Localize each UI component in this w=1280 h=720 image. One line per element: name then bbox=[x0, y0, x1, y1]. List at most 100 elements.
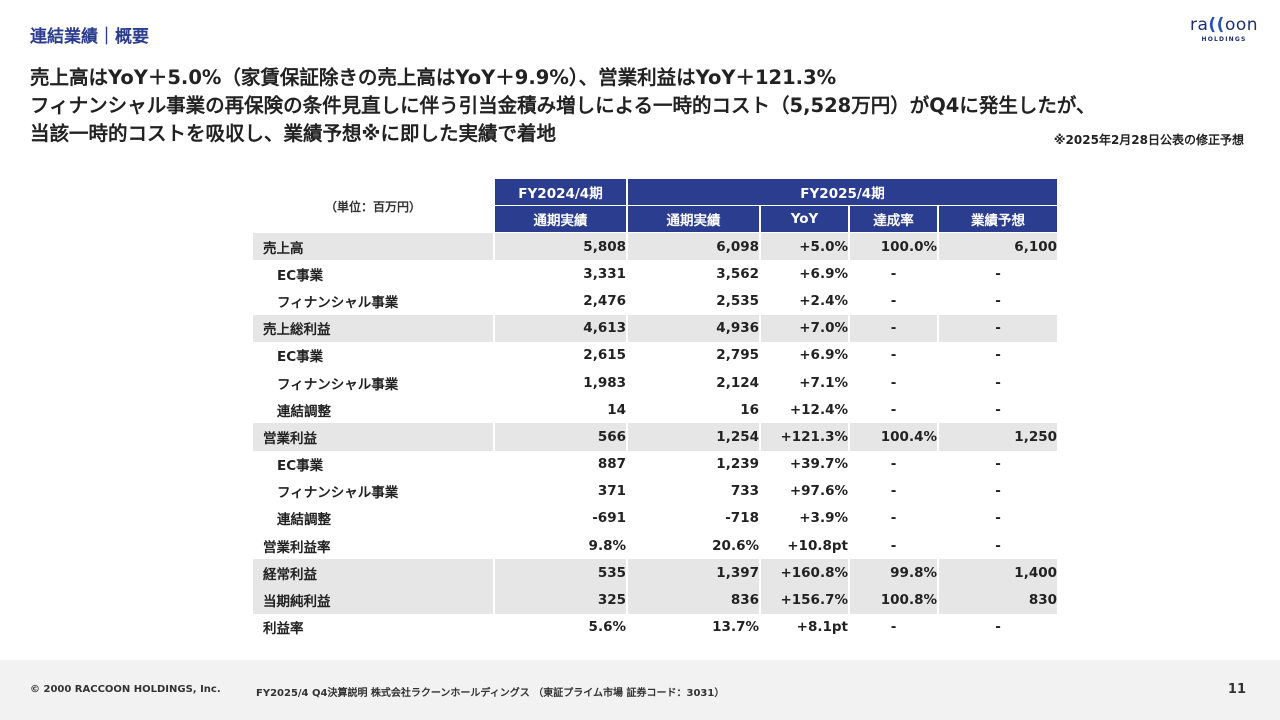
cell-forecast: - bbox=[995, 537, 1001, 554]
cell-rate: - bbox=[890, 483, 897, 500]
cell-yoy: +6.9% bbox=[799, 347, 848, 364]
cell-yoy: +156.7% bbox=[761, 586, 848, 614]
row-label: 営業利益 bbox=[253, 423, 493, 451]
cell-yoy: +6.9% bbox=[799, 265, 848, 282]
cell-fy24: 1,983 bbox=[583, 374, 626, 391]
cell-yoy: +121.3% bbox=[761, 423, 848, 451]
cell-rate: 100.8% bbox=[850, 586, 937, 614]
table-row: フィナンシャル事業 2,476 2,535 +2.4% - - bbox=[253, 287, 1057, 314]
table-row: EC事業 887 1,239 +39.7% - - bbox=[253, 451, 1057, 478]
cell-fy24: 566 bbox=[495, 423, 626, 451]
unit-label: （単位：百万円） bbox=[324, 199, 421, 214]
cell-rate: - bbox=[890, 374, 897, 391]
cell-forecast: 1,400 bbox=[939, 559, 1057, 587]
footer-description: FY2025/4 Q4決算説明 株式会社ラクーンホールディングス （東証プライム… bbox=[256, 688, 725, 699]
cell-fy24: 371 bbox=[597, 483, 626, 500]
header-fy2025: FY2025/4期 bbox=[628, 179, 1057, 206]
table-row: フィナンシャル事業 1,983 2,124 +7.1% - - bbox=[253, 369, 1057, 396]
row-label: 経常利益 bbox=[253, 559, 493, 587]
table-row: フィナンシャル事業 371 733 +97.6% - - bbox=[253, 478, 1057, 505]
headline-line-2: フィナンシャル事業の再保険の条件見直しに伴う引当金積み増しによる一時的コスト（5… bbox=[30, 94, 1096, 117]
cell-rate: - bbox=[890, 347, 897, 364]
cell-yoy: +97.6% bbox=[789, 483, 848, 500]
cell-rate: - bbox=[890, 619, 897, 636]
cell-fy24: 5.6% bbox=[588, 619, 626, 636]
cell-forecast: - bbox=[995, 374, 1001, 391]
row-label: フィナンシャル事業 bbox=[277, 485, 399, 502]
row-label: 連結調整 bbox=[277, 403, 331, 420]
cell-yoy: +12.4% bbox=[789, 401, 848, 418]
cell-yoy: +39.7% bbox=[789, 456, 848, 473]
cell-rate: - bbox=[890, 537, 897, 554]
table-row: 売上高 5,808 6,098 +5.0% 100.0% 6,100 bbox=[253, 233, 1057, 261]
headline-line-1: 売上高はYoY＋5.0%（家賃保証除きの売上高はYoY＋9.9%）、営業利益はY… bbox=[30, 66, 837, 89]
cell-forecast: 6,100 bbox=[939, 233, 1057, 261]
cell-yoy: +160.8% bbox=[761, 559, 848, 587]
cell-rate: 100.0% bbox=[850, 233, 937, 261]
cell-fy25: 1,397 bbox=[628, 559, 759, 587]
cell-forecast: - bbox=[995, 401, 1001, 418]
cell-yoy: +2.4% bbox=[799, 292, 848, 309]
headline-line-3: 当該一時的コストを吸収し、業績予想※に即した実績で着地 bbox=[30, 122, 556, 145]
cell-yoy: +10.8pt bbox=[787, 537, 848, 554]
cell-forecast: - bbox=[995, 510, 1001, 527]
cell-yoy: +5.0% bbox=[761, 233, 848, 261]
company-logo: ra((oon HOLDINGS bbox=[1188, 14, 1260, 50]
cell-fy24: 2,615 bbox=[583, 347, 626, 364]
row-label: 売上総利益 bbox=[253, 314, 493, 342]
cell-yoy: +7.0% bbox=[761, 314, 848, 342]
copyright: © 2000 RACCOON HOLDINGS, Inc. bbox=[30, 684, 221, 695]
cell-yoy: +8.1pt bbox=[796, 619, 848, 636]
cell-yoy: +3.9% bbox=[799, 510, 848, 527]
cell-fy25: 733 bbox=[730, 483, 759, 500]
cell-rate: - bbox=[890, 401, 897, 418]
table-row: EC事業 3,331 3,562 +6.9% - - bbox=[253, 260, 1057, 287]
table-row: 当期純利益 325 836 +156.7% 100.8% 830 bbox=[253, 586, 1057, 614]
cell-rate: - bbox=[890, 456, 897, 473]
col-yoy: YoY bbox=[761, 206, 848, 233]
cell-rate: - bbox=[890, 292, 897, 309]
cell-forecast: - bbox=[995, 456, 1001, 473]
cell-fy24: 3,331 bbox=[583, 265, 626, 282]
table-area: （単位：百万円） FY2024/4期 FY2025/4期 通期実績 通期実績 Y… bbox=[0, 161, 1280, 660]
logo-wordmark: ra((oon bbox=[1189, 15, 1259, 35]
cell-fy24: 325 bbox=[495, 586, 626, 614]
cell-fy24: 9.8% bbox=[588, 537, 626, 554]
cell-fy25: 6,098 bbox=[628, 233, 759, 261]
cell-forecast: 1,250 bbox=[939, 423, 1057, 451]
cell-fy25: 2,124 bbox=[716, 374, 759, 391]
table-row: 売上総利益 4,613 4,936 +7.0% - - bbox=[253, 314, 1057, 342]
cell-fy25: 16 bbox=[740, 401, 759, 418]
cell-fy24: 14 bbox=[607, 401, 626, 418]
cell-fy25: 836 bbox=[628, 586, 759, 614]
cell-fy25: -718 bbox=[725, 510, 759, 527]
cell-fy24: -691 bbox=[592, 510, 626, 527]
cell-fy25: 4,936 bbox=[628, 314, 759, 342]
section-title: 連結業績｜概要 bbox=[30, 27, 149, 47]
cell-forecast: - bbox=[995, 619, 1001, 636]
col-forecast: 業績予想 bbox=[939, 206, 1057, 233]
cell-fy25: 1,239 bbox=[716, 456, 759, 473]
table-row: 営業利益 566 1,254 +121.3% 100.4% 1,250 bbox=[253, 423, 1057, 451]
cell-forecast: - bbox=[995, 347, 1001, 364]
logo-subtext: HOLDINGS bbox=[1201, 36, 1247, 43]
cell-forecast: - bbox=[939, 314, 1057, 342]
cell-forecast: - bbox=[995, 483, 1001, 500]
cell-yoy: +7.1% bbox=[799, 374, 848, 391]
table-row: 連結調整 -691 -718 +3.9% - - bbox=[253, 505, 1057, 532]
cell-fy24: 5,808 bbox=[495, 233, 626, 261]
cell-rate: - bbox=[890, 510, 897, 527]
col-fy24-actual: 通期実績 bbox=[495, 206, 626, 233]
cell-forecast: 830 bbox=[939, 586, 1057, 614]
forecast-note: ※2025年2月28日公表の修正予想 bbox=[1053, 133, 1244, 147]
cell-fy24: 535 bbox=[495, 559, 626, 587]
table-row: 連結調整 14 16 +12.4% - - bbox=[253, 396, 1057, 423]
cell-fy25: 3,562 bbox=[716, 265, 759, 282]
cell-rate: - bbox=[890, 265, 897, 282]
row-label: 当期純利益 bbox=[253, 586, 493, 614]
cell-rate: - bbox=[850, 314, 937, 342]
row-label: 売上高 bbox=[253, 233, 493, 261]
row-label: EC事業 bbox=[277, 267, 324, 284]
row-label: 連結調整 bbox=[277, 512, 331, 529]
cell-forecast: - bbox=[995, 265, 1001, 282]
